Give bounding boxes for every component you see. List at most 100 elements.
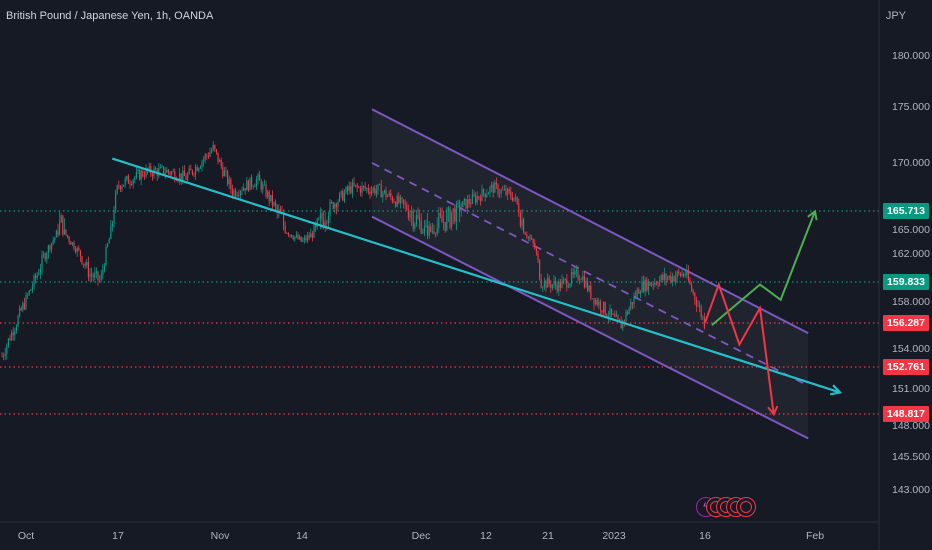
candle-body — [73, 242, 75, 250]
time-tick: Feb — [805, 530, 825, 542]
candle-body — [196, 166, 198, 171]
candle-body — [134, 177, 136, 180]
candle-body — [447, 207, 449, 211]
candle-body — [183, 170, 185, 177]
candle-body — [593, 298, 595, 305]
candle-body — [369, 191, 371, 195]
candle-body — [225, 171, 227, 172]
candle-body — [142, 171, 144, 176]
candle-body — [436, 228, 438, 234]
candle-body — [571, 272, 573, 284]
price-tick: 165.000 — [892, 224, 930, 236]
channel-upper-line — [371, 108, 809, 334]
candle-body — [363, 185, 365, 187]
candle-body — [246, 180, 248, 191]
candle-body — [633, 295, 635, 305]
candle-body — [465, 199, 467, 209]
candle-body — [414, 224, 416, 229]
candle-body — [275, 202, 277, 206]
time-tick: 2023 — [602, 530, 626, 542]
candle-body — [25, 294, 27, 309]
candle-body — [383, 190, 385, 193]
candle-body — [535, 248, 537, 253]
candle-body — [553, 281, 555, 285]
candle-body — [331, 202, 333, 203]
candle-body — [582, 276, 584, 280]
scenario-paths — [704, 209, 818, 417]
candle-body — [267, 191, 269, 197]
candle-body — [691, 284, 693, 291]
candle-body — [403, 199, 405, 204]
candle-body — [79, 250, 81, 257]
candle-body — [244, 188, 246, 191]
candle-body — [399, 197, 401, 203]
candle-body — [155, 168, 157, 171]
candle-body — [6, 345, 8, 354]
candle-body — [83, 263, 85, 265]
channel-lower-line — [371, 215, 809, 440]
candle-body — [398, 195, 400, 203]
economic-event-icon[interactable] — [736, 497, 756, 517]
candle-body — [121, 186, 123, 190]
candle-body — [510, 191, 512, 198]
candle-body — [78, 247, 80, 251]
candle-body — [643, 281, 645, 292]
candle-body — [151, 173, 153, 177]
candle-body — [604, 302, 606, 315]
event-markers[interactable]: ϟ — [696, 497, 756, 517]
candle-body — [551, 284, 553, 288]
candle-body — [158, 168, 160, 176]
candle-body — [614, 314, 616, 317]
candle-body — [358, 187, 360, 188]
candle-body — [227, 171, 229, 185]
candle-body — [193, 173, 195, 175]
candle-body — [116, 185, 118, 193]
candle-body — [92, 275, 94, 278]
candle-body — [435, 233, 437, 235]
candle-body — [395, 202, 397, 207]
time-tick: Oct — [17, 530, 35, 542]
candle-body — [12, 332, 14, 336]
symbol-title[interactable]: British Pound / Japanese Yen, 1h, OANDA — [6, 10, 214, 22]
candle-body — [454, 208, 456, 222]
candle-body — [695, 299, 697, 306]
candle-body — [532, 239, 534, 244]
time-tick: 12 — [480, 530, 492, 542]
candle-body — [324, 222, 326, 228]
candle-body — [583, 276, 585, 288]
candle-body — [100, 274, 102, 280]
candle-body — [199, 166, 201, 169]
candle-body — [574, 270, 576, 275]
candle-body — [252, 186, 254, 188]
candle-body — [195, 166, 197, 175]
time-tick: 14 — [296, 530, 308, 542]
candle-body — [670, 275, 672, 282]
candle-body — [316, 219, 318, 228]
candle-body — [263, 184, 265, 186]
candle-body — [119, 186, 121, 190]
candle-body — [660, 275, 662, 280]
candle-body — [249, 177, 251, 191]
candle-body — [15, 326, 17, 331]
candle-body — [555, 281, 557, 286]
candle-body — [86, 262, 88, 266]
candle-body — [75, 249, 77, 253]
candle-body — [654, 282, 656, 286]
candle-body — [598, 301, 600, 305]
time-tick: 16 — [699, 530, 711, 542]
candle-body — [529, 236, 531, 239]
candle-body — [518, 203, 520, 214]
candle-body — [495, 182, 497, 185]
candle-body — [679, 273, 681, 276]
candle-body — [337, 201, 339, 208]
candle-body — [219, 160, 221, 162]
candle-body — [279, 209, 281, 213]
candle-body — [105, 246, 107, 266]
candle-body — [569, 283, 571, 287]
candle-body — [124, 178, 126, 185]
price-tick: 170.000 — [892, 157, 930, 169]
candle-body — [278, 209, 280, 210]
candle-body — [497, 184, 499, 195]
candle-body — [531, 238, 533, 240]
